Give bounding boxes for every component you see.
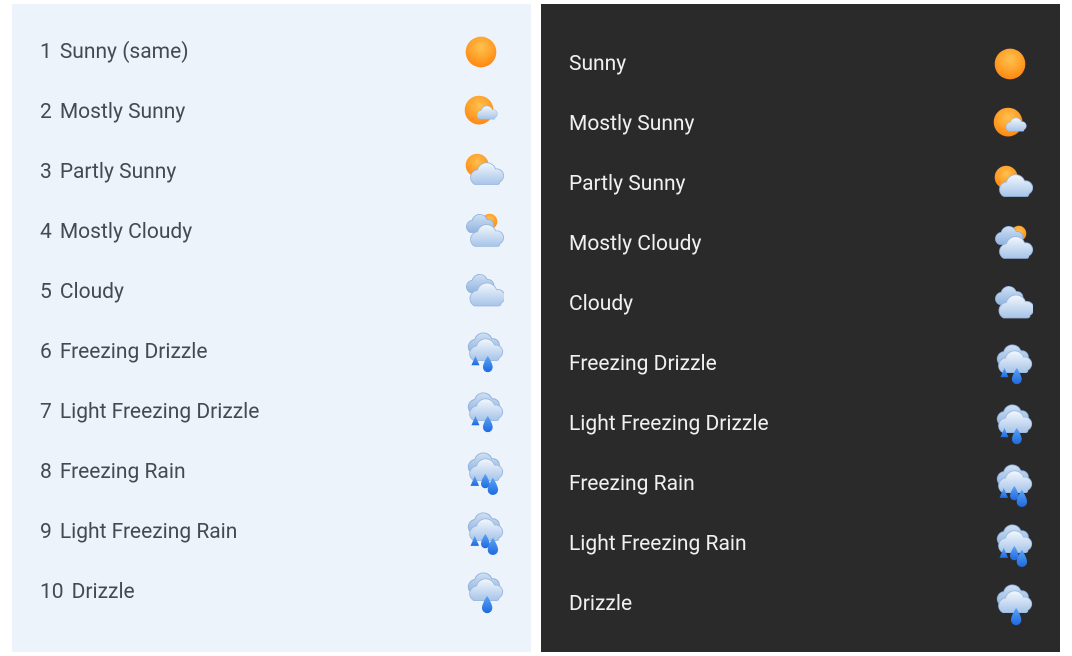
weather-label: 5 Cloudy bbox=[40, 280, 124, 304]
list-item: Mostly Cloudy bbox=[569, 214, 1034, 274]
panel-dark: Sunny Mostly Sunny Partly Sunny Mostly C… bbox=[541, 4, 1060, 652]
list-item: Freezing Drizzle bbox=[569, 334, 1034, 394]
weather-label: 6 Freezing Drizzle bbox=[40, 340, 208, 364]
row-number: 10 bbox=[40, 580, 64, 604]
weather-label: Freezing Drizzle bbox=[569, 352, 717, 376]
weather-text: Mostly Cloudy bbox=[60, 220, 192, 244]
weather-label: Mostly Cloudy bbox=[569, 232, 701, 256]
cloudy-icon bbox=[986, 280, 1034, 328]
weather-text: Mostly Sunny bbox=[60, 100, 185, 124]
row-number: 9 bbox=[40, 520, 52, 544]
weather-label: Drizzle bbox=[569, 592, 632, 616]
weather-text: Light Freezing Rain bbox=[60, 520, 238, 544]
weather-text: Drizzle bbox=[72, 580, 135, 604]
weather-label: Cloudy bbox=[569, 292, 633, 316]
weather-text: Sunny bbox=[569, 52, 626, 76]
freezing-drizzle-icon bbox=[457, 388, 505, 436]
list-item: 2 Mostly Sunny bbox=[40, 82, 505, 142]
sunny-icon bbox=[986, 40, 1034, 88]
row-number: 1 bbox=[40, 40, 52, 64]
list-item: Cloudy bbox=[569, 274, 1034, 334]
mostly-cloudy-icon bbox=[986, 220, 1034, 268]
freezing-rain-icon bbox=[986, 520, 1034, 568]
weather-label: Light Freezing Drizzle bbox=[569, 412, 769, 436]
list-item: 3 Partly Sunny bbox=[40, 142, 505, 202]
panel-light: 1 Sunny (same) 2 Mostly Sunny 3 Partly S… bbox=[12, 4, 531, 652]
list-item: Drizzle bbox=[569, 574, 1034, 634]
weather-text: Freezing Drizzle bbox=[60, 340, 208, 364]
weather-text: Light Freezing Drizzle bbox=[569, 412, 769, 436]
list-item: 8 Freezing Rain bbox=[40, 442, 505, 502]
list-item: 7 Light Freezing Drizzle bbox=[40, 382, 505, 442]
mostly-cloudy-icon bbox=[457, 208, 505, 256]
row-number: 6 bbox=[40, 340, 52, 364]
list-item: Mostly Sunny bbox=[569, 94, 1034, 154]
row-number: 8 bbox=[40, 460, 52, 484]
weather-text: Mostly Cloudy bbox=[569, 232, 701, 256]
list-item: Freezing Rain bbox=[569, 454, 1034, 514]
weather-label: 2 Mostly Sunny bbox=[40, 100, 185, 124]
weather-label: 3 Partly Sunny bbox=[40, 160, 176, 184]
sunny-icon bbox=[457, 28, 505, 76]
list-item: 4 Mostly Cloudy bbox=[40, 202, 505, 262]
freezing-drizzle-icon bbox=[986, 400, 1034, 448]
list-item: Light Freezing Drizzle bbox=[569, 394, 1034, 454]
row-number: 2 bbox=[40, 100, 52, 124]
freezing-rain-icon bbox=[986, 460, 1034, 508]
weather-text: Partly Sunny bbox=[569, 172, 685, 196]
freezing-rain-icon bbox=[457, 508, 505, 556]
weather-text: Drizzle bbox=[569, 592, 632, 616]
row-number: 3 bbox=[40, 160, 52, 184]
weather-label: 4 Mostly Cloudy bbox=[40, 220, 192, 244]
partly-sunny-icon bbox=[457, 148, 505, 196]
weather-icon-comparison: 1 Sunny (same) 2 Mostly Sunny 3 Partly S… bbox=[0, 0, 1072, 656]
weather-text: Light Freezing Rain bbox=[569, 532, 747, 556]
weather-text: Freezing Drizzle bbox=[569, 352, 717, 376]
mostly-sunny-icon bbox=[457, 88, 505, 136]
list-item: Partly Sunny bbox=[569, 154, 1034, 214]
weather-text: Freezing Rain bbox=[60, 460, 186, 484]
list-item: 6 Freezing Drizzle bbox=[40, 322, 505, 382]
mostly-sunny-icon bbox=[986, 100, 1034, 148]
freezing-rain-icon bbox=[457, 448, 505, 496]
list-item: Light Freezing Rain bbox=[569, 514, 1034, 574]
list-item: Sunny bbox=[569, 34, 1034, 94]
weather-label: 10 Drizzle bbox=[40, 580, 135, 604]
list-item: 10 Drizzle bbox=[40, 562, 505, 622]
weather-text: Light Freezing Drizzle bbox=[60, 400, 260, 424]
weather-text: Mostly Sunny bbox=[569, 112, 694, 136]
drizzle-icon bbox=[457, 568, 505, 616]
weather-text: Freezing Rain bbox=[569, 472, 695, 496]
row-number: 5 bbox=[40, 280, 52, 304]
weather-text: Cloudy bbox=[569, 292, 633, 316]
list-item: 5 Cloudy bbox=[40, 262, 505, 322]
weather-label: Light Freezing Rain bbox=[569, 532, 747, 556]
weather-text: Sunny (same) bbox=[60, 40, 189, 64]
freezing-drizzle-icon bbox=[457, 328, 505, 376]
freezing-drizzle-icon bbox=[986, 340, 1034, 388]
cloudy-icon bbox=[457, 268, 505, 316]
row-number: 7 bbox=[40, 400, 52, 424]
weather-label: 8 Freezing Rain bbox=[40, 460, 186, 484]
weather-label: Mostly Sunny bbox=[569, 112, 694, 136]
list-item: 1 Sunny (same) bbox=[40, 22, 505, 82]
weather-label: Freezing Rain bbox=[569, 472, 695, 496]
weather-text: Partly Sunny bbox=[60, 160, 176, 184]
weather-text: Cloudy bbox=[60, 280, 124, 304]
row-number: 4 bbox=[40, 220, 52, 244]
weather-label: 9 Light Freezing Rain bbox=[40, 520, 237, 544]
drizzle-icon bbox=[986, 580, 1034, 628]
partly-sunny-icon bbox=[986, 160, 1034, 208]
weather-label: Partly Sunny bbox=[569, 172, 685, 196]
weather-label: Sunny bbox=[569, 52, 626, 76]
weather-label: 1 Sunny (same) bbox=[40, 40, 189, 64]
weather-label: 7 Light Freezing Drizzle bbox=[40, 400, 259, 424]
list-item: 9 Light Freezing Rain bbox=[40, 502, 505, 562]
